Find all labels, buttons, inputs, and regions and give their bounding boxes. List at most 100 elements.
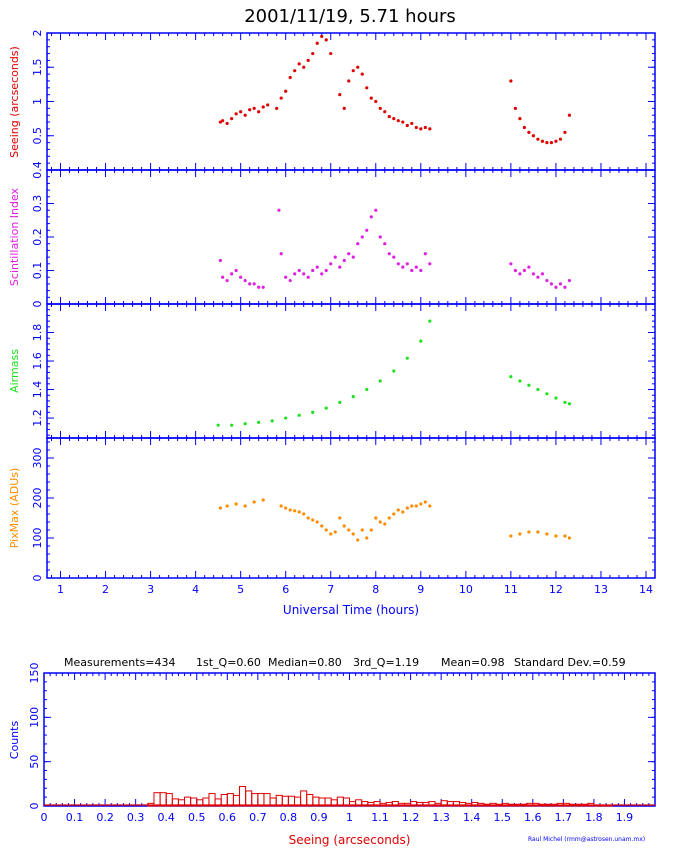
y-axis-label: Scintillation Index [8, 187, 21, 286]
data-point [320, 524, 324, 528]
y-tick-label: 100 [31, 528, 44, 549]
data-point [230, 117, 234, 121]
data-point [261, 105, 265, 109]
data-point [216, 423, 220, 427]
data-point [261, 285, 265, 289]
data-point [252, 500, 256, 504]
x-tick-label: 0.6 [219, 811, 237, 824]
data-point [378, 379, 382, 383]
x-tick-label: 2 [102, 583, 109, 596]
data-point [333, 530, 337, 534]
x-tick-label: 0.7 [249, 811, 267, 824]
x-tick-label: 0.3 [127, 811, 145, 824]
data-point [369, 215, 373, 219]
data-point [540, 139, 545, 143]
data-point [396, 262, 400, 266]
data-point [387, 252, 391, 256]
data-point [365, 536, 369, 540]
y-tick-label: 150 [28, 663, 41, 684]
data-point [311, 410, 315, 414]
x-tick-label: 1.6 [524, 811, 542, 824]
data-point [518, 379, 522, 383]
data-point [405, 123, 409, 128]
data-point [527, 530, 531, 534]
histogram-bar [245, 790, 253, 807]
data-point [513, 268, 517, 273]
y-tick-label: 0.3 [31, 195, 44, 213]
stat-std: Standard Dev.=0.59 [514, 656, 626, 669]
histogram-bar [159, 792, 167, 807]
data-point [369, 528, 373, 532]
data-point [347, 528, 351, 532]
data-point [423, 500, 427, 504]
x-tick-label: 0.4 [157, 811, 175, 824]
histogram-bar [239, 785, 247, 807]
data-point [545, 532, 549, 536]
x-tick-label: 1.8 [585, 811, 603, 824]
y-tick-label: 0.1 [31, 262, 44, 280]
data-point [277, 208, 281, 212]
data-point [311, 51, 315, 56]
data-point [230, 423, 234, 427]
data-point [360, 235, 364, 239]
data-point [315, 520, 319, 524]
y-axis-label: Airmass [8, 349, 21, 393]
data-point [225, 504, 229, 508]
data-point [315, 41, 319, 45]
y-tick-label: 1.5 [31, 59, 44, 77]
data-point [329, 532, 333, 536]
data-point [392, 255, 396, 259]
data-point [293, 69, 297, 73]
x-tick-label: 10 [459, 583, 473, 596]
data-point [320, 34, 324, 39]
data-point [324, 268, 328, 273]
data-point [351, 255, 355, 259]
x-tick-label: 0.2 [96, 811, 114, 824]
y-axis-label: Seeing (arcseconds) [8, 46, 21, 158]
data-point [549, 141, 554, 145]
data-point [360, 72, 364, 76]
data-point [284, 506, 288, 510]
stat-median: Median=0.80 [268, 656, 342, 669]
data-point [563, 285, 567, 289]
panel-frame-seeing [46, 32, 656, 171]
y-tick-label: 1.4 [31, 381, 44, 399]
data-point [302, 512, 306, 516]
x-axis-label: Seeing (arcseconds) [289, 833, 411, 847]
data-point [374, 516, 378, 520]
y-tick-label: 1.6 [31, 352, 44, 370]
x-tick-label: 0.8 [280, 811, 298, 824]
data-point [567, 536, 572, 540]
x-tick-label: 1.2 [402, 811, 420, 824]
y-tick-label: 0 [31, 301, 44, 308]
data-point [342, 524, 346, 528]
data-point [414, 265, 418, 269]
data-point [545, 392, 549, 396]
data-point [356, 65, 360, 69]
data-point [329, 262, 333, 266]
data-point [351, 69, 355, 73]
data-point [387, 114, 391, 119]
data-point [554, 534, 558, 538]
panel-frame-pixmax [46, 437, 656, 579]
data-point [405, 506, 409, 510]
data-point [248, 108, 252, 112]
data-point [396, 508, 400, 512]
histogram-bar [153, 792, 161, 807]
data-point [428, 262, 432, 266]
data-point [338, 265, 342, 269]
y-tick-label: 0.5 [31, 127, 44, 145]
x-tick-label: 13 [594, 583, 608, 596]
data-point [297, 413, 301, 417]
data-point [306, 275, 310, 279]
x-tick-label: 12 [549, 583, 563, 596]
data-point [351, 395, 355, 399]
histogram-bar [300, 790, 308, 807]
data-point [405, 262, 409, 266]
x-axis-label: Universal Time (hours) [283, 603, 419, 617]
data-point [347, 252, 351, 256]
data-point [266, 103, 270, 107]
data-point [284, 275, 288, 279]
data-point [306, 58, 310, 63]
